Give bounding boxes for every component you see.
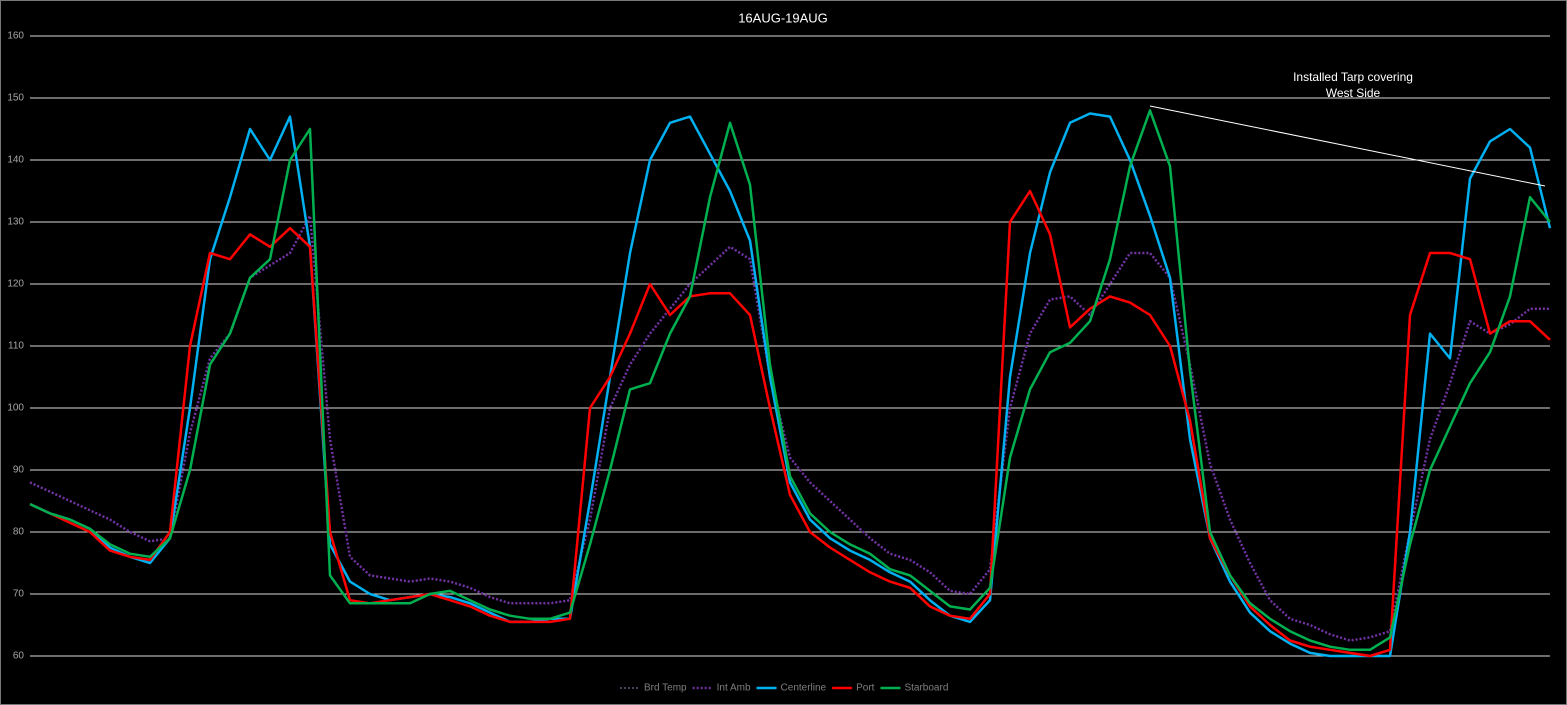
plot: [29, 109, 1552, 658]
y-tick-label: 120: [7, 279, 24, 290]
y-tick-label: 70: [13, 589, 25, 600]
legend-label: Brd Temp: [644, 683, 687, 694]
series-line: [29, 189, 1551, 658]
legend-label: Port: [856, 683, 875, 694]
y-tick-label: 130: [7, 217, 24, 228]
chart-title: 16AUG-19AUG: [738, 10, 828, 25]
y-tick-label: 150: [7, 93, 24, 104]
annotation: Installed Tarp covering West Side: [1293, 70, 1413, 100]
series-line: [29, 214, 1550, 642]
series-line: [29, 109, 1551, 652]
y-tick-label: 90: [13, 465, 25, 476]
y-tick-label: 60: [13, 651, 25, 662]
y-tick-label: 110: [8, 341, 24, 352]
legend: Brd Temp Int Amb Centerline Port Starboard: [620, 683, 948, 694]
grid: 60 70 80 90 100 110 120 130 140 150 160: [7, 31, 1550, 662]
legend-label: Starboard: [904, 683, 948, 694]
y-tick-label: 160: [7, 31, 24, 42]
y-tick-label: 140: [7, 155, 24, 166]
series-line: [29, 112, 1552, 658]
y-tick-label: 100: [7, 403, 24, 414]
annotation-arrow: [1149, 105, 1546, 187]
legend-label: Int Amb: [717, 683, 751, 694]
legend-label: Centerline: [781, 683, 827, 694]
y-tick-label: 80: [13, 527, 25, 538]
